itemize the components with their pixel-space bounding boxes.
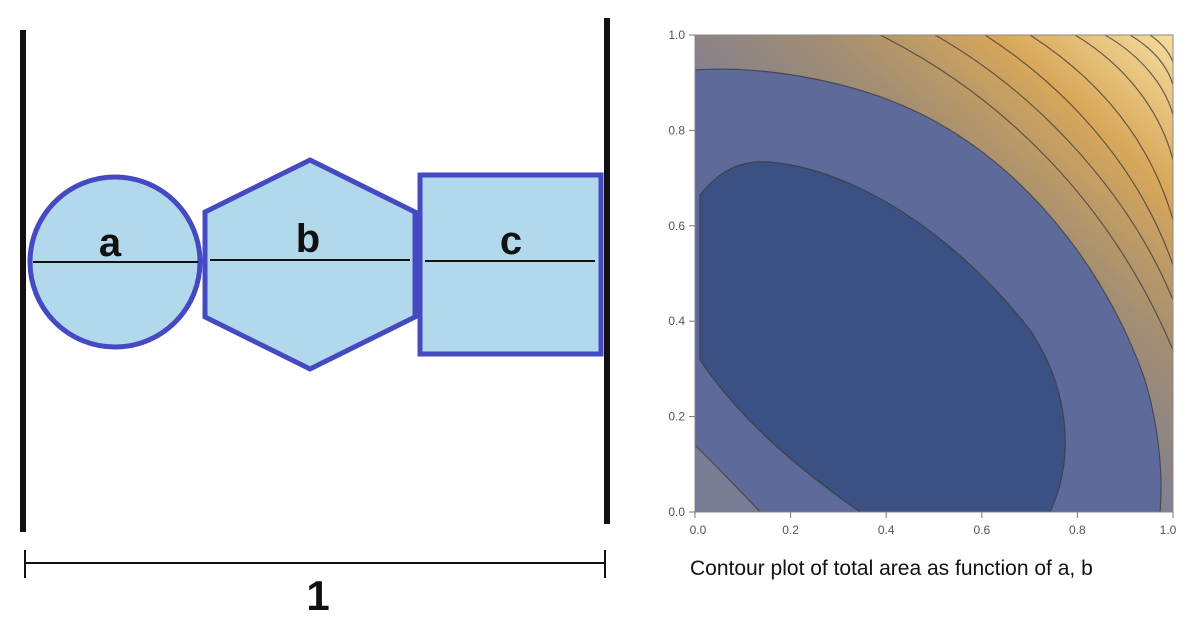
y-tick-label: 0.6 <box>668 219 685 233</box>
total-length-label: 1 <box>306 572 329 619</box>
square-shape <box>417 172 604 357</box>
contour-level-1 <box>699 161 1066 512</box>
y-tick-label: 0.8 <box>668 123 685 137</box>
plot-caption: Contour plot of total area as function o… <box>690 557 1093 580</box>
shape-label-c: c <box>500 219 522 263</box>
contour-plot: 0.0 0.2 0.4 0.6 0.8 1.0 0.0 0.2 0.4 0.6 … <box>668 28 1176 580</box>
shapes-diagram: a b c 1 <box>20 18 610 619</box>
x-ticks <box>694 512 1174 518</box>
total-length-bracket <box>24 550 606 578</box>
left-wall <box>20 30 26 532</box>
hexagon-shape <box>202 157 418 372</box>
y-tick-label: 1.0 <box>668 28 685 42</box>
x-tick-label: 1.0 <box>1160 523 1177 537</box>
warm-contour-lines <box>879 35 1173 351</box>
x-tick-label: 0.8 <box>1069 523 1086 537</box>
y-tick-label: 0.4 <box>668 314 685 328</box>
plot-frame <box>694 34 1174 513</box>
y-tick-label: 0.0 <box>668 505 685 519</box>
x-tick-label: 0.4 <box>878 523 895 537</box>
shape-label-b: b <box>296 217 320 261</box>
x-tick-label: 0.0 <box>690 523 707 537</box>
x-tick-label: 0.2 <box>782 523 799 537</box>
y-ticks <box>689 34 695 513</box>
y-tick-label: 0.2 <box>668 410 685 424</box>
right-wall <box>604 18 610 524</box>
shape-label-a: a <box>99 221 122 265</box>
x-tick-label: 0.6 <box>973 523 990 537</box>
